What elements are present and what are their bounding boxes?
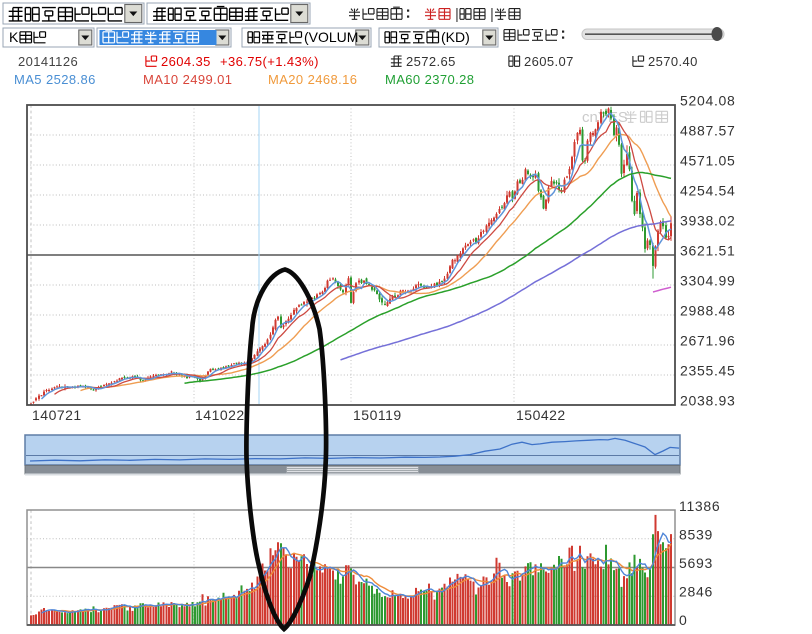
svg-text:3304.99: 3304.99 — [680, 273, 736, 289]
svg-text:|: | — [455, 6, 459, 23]
svg-text:2988.48: 2988.48 — [680, 303, 736, 319]
svg-text:3938.02: 3938.02 — [680, 213, 736, 229]
svg-text:MA5 2528.86: MA5 2528.86 — [14, 72, 96, 87]
svg-text:2570.40: 2570.40 — [648, 54, 698, 69]
svg-text:20141126: 20141126 — [18, 54, 78, 69]
svg-text:2038.93: 2038.93 — [680, 393, 736, 409]
svg-text:+36.75(+1.43%): +36.75(+1.43%) — [220, 54, 319, 69]
svg-text:8539: 8539 — [679, 527, 713, 543]
svg-text:0: 0 — [679, 612, 688, 628]
svg-text:K: K — [9, 29, 19, 45]
svg-text:2355.45: 2355.45 — [680, 363, 736, 379]
svg-text:MA60 2370.28: MA60 2370.28 — [385, 72, 474, 87]
svg-text:2605.07: 2605.07 — [524, 54, 574, 69]
svg-text:11386: 11386 — [679, 498, 720, 514]
svg-text:MA20 2468.16: MA20 2468.16 — [268, 72, 357, 87]
svg-text:|: | — [490, 6, 494, 23]
svg-text:150422: 150422 — [516, 407, 566, 423]
svg-text:140721: 140721 — [32, 407, 82, 423]
svg-text:150119: 150119 — [353, 407, 402, 423]
svg-text:(KD): (KD) — [441, 29, 470, 45]
svg-text:2846: 2846 — [679, 584, 713, 600]
svg-text:4571.05: 4571.05 — [680, 153, 736, 169]
svg-text:5204.08: 5204.08 — [680, 93, 736, 109]
svg-text:3621.51: 3621.51 — [680, 243, 736, 259]
svg-text:4887.57: 4887.57 — [680, 123, 736, 139]
svg-text:2671.96: 2671.96 — [680, 333, 736, 349]
svg-text:141022: 141022 — [195, 407, 245, 423]
svg-text:5693: 5693 — [679, 555, 713, 571]
svg-text:2572.65: 2572.65 — [406, 54, 456, 69]
svg-text:MA10 2499.01: MA10 2499.01 — [143, 72, 232, 87]
svg-text:(VOLUM: (VOLUM — [304, 29, 358, 45]
svg-text:4254.54: 4254.54 — [680, 183, 736, 199]
svg-text:cnYES: cnYES — [582, 109, 628, 126]
svg-text:2604.35: 2604.35 — [161, 54, 211, 69]
